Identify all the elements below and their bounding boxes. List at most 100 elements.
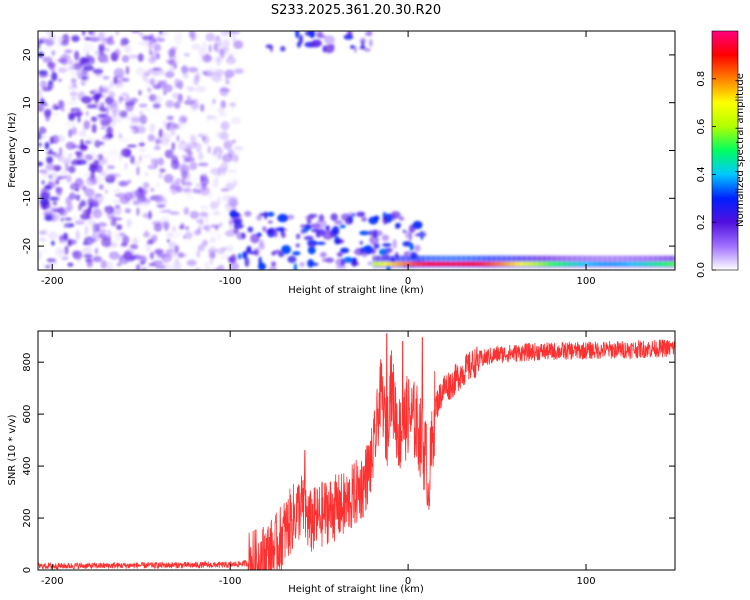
heatmap-cell xyxy=(79,144,88,152)
heatmap-cell xyxy=(230,116,242,125)
heatmap-cell xyxy=(299,261,305,267)
y-tick-label: 0 xyxy=(22,567,33,573)
heatmap-cell xyxy=(473,255,480,268)
heatmap-cell xyxy=(448,255,455,268)
heatmap-cell xyxy=(130,116,141,123)
heatmap-cell xyxy=(76,69,81,80)
heatmap-cell xyxy=(295,243,300,248)
heatmap-cell xyxy=(157,157,164,166)
heatmap-cell xyxy=(79,199,87,207)
heatmap-cell xyxy=(233,223,244,229)
heatmap-cell xyxy=(38,37,49,43)
heatmap-cell xyxy=(323,44,335,54)
heatmap-cell xyxy=(234,50,240,56)
heatmap-cell xyxy=(209,245,217,253)
heatmap-cell xyxy=(259,239,264,246)
heatmap-cell xyxy=(543,255,550,268)
heatmap-cell xyxy=(85,71,90,82)
heatmap-cell xyxy=(196,250,201,258)
heatmap-cell xyxy=(64,217,73,221)
heatmap-cell xyxy=(44,141,50,150)
heatmap-cell xyxy=(108,35,114,41)
heatmap-cell xyxy=(215,131,222,138)
heatmap-cell xyxy=(609,262,616,266)
heatmap-cell xyxy=(96,164,103,174)
snr-panel: -200 -100 0 100 0 200 400 600 800 Height of str… xyxy=(7,330,676,595)
snr-background xyxy=(38,331,675,570)
heatmap-cell xyxy=(104,117,114,122)
heatmap-cell xyxy=(92,208,103,219)
heatmap-cell xyxy=(503,255,510,268)
heatmap-cell xyxy=(163,173,174,184)
heatmap-cell xyxy=(292,251,301,256)
heatmap-cell xyxy=(392,255,399,268)
spectrogram-x-axis: -200 -100 0 100 xyxy=(41,31,596,287)
heatmap-cell xyxy=(54,106,60,110)
heatmap-cell xyxy=(233,95,238,102)
heatmap-cell xyxy=(324,257,334,263)
spectrogram-x-label: Height of straight line (km) xyxy=(288,285,424,296)
spectrogram-heatmap xyxy=(38,31,675,270)
heatmap-cell xyxy=(136,207,140,216)
heatmap-cell xyxy=(488,255,495,268)
heatmap-cell xyxy=(212,179,219,188)
heatmap-cell xyxy=(386,247,394,254)
heatmap-cell xyxy=(659,262,666,266)
heatmap-cell xyxy=(395,222,402,228)
heatmap-cell xyxy=(45,111,51,122)
heatmap-cell xyxy=(191,32,195,42)
heatmap-cell xyxy=(208,194,213,199)
heatmap-cell xyxy=(82,209,92,214)
heatmap-cell xyxy=(94,139,101,148)
heatmap-cell xyxy=(185,226,190,231)
heatmap-cell xyxy=(71,35,80,42)
heatmap-cell xyxy=(193,229,201,236)
heatmap-cell xyxy=(188,66,199,73)
heatmap-cell xyxy=(163,132,172,143)
heatmap-cell xyxy=(138,32,144,37)
heatmap-cell xyxy=(277,213,289,223)
heatmap-cell xyxy=(201,248,206,253)
heatmap-cell xyxy=(559,262,566,266)
heatmap-cell xyxy=(508,255,515,268)
heatmap-cell xyxy=(82,31,86,36)
heatmap-cell xyxy=(178,163,188,173)
heatmap-cell xyxy=(125,94,131,101)
heatmap-cell xyxy=(51,240,55,246)
heatmap-cell xyxy=(68,84,73,90)
heatmap-cell xyxy=(649,255,656,268)
heatmap-cell xyxy=(113,206,122,216)
heatmap-cell xyxy=(193,75,199,86)
heatmap-cell xyxy=(231,34,237,44)
heatmap-cell xyxy=(414,244,421,252)
heatmap-cell xyxy=(316,218,327,229)
heatmap-cell xyxy=(93,159,100,164)
heatmap-cell xyxy=(228,61,233,66)
heatmap-cell xyxy=(554,262,561,266)
heatmap-cell xyxy=(259,212,269,217)
x-tick-label: -100 xyxy=(219,276,242,287)
heatmap-cell xyxy=(219,150,224,154)
heatmap-cell xyxy=(139,137,145,142)
heatmap-cell xyxy=(72,250,83,260)
heatmap-cell xyxy=(45,163,56,171)
heatmap-cell xyxy=(182,71,189,79)
heatmap-cell xyxy=(518,262,525,266)
heatmap-cell xyxy=(126,218,132,228)
heatmap-cell xyxy=(103,205,110,215)
heatmap-cell xyxy=(307,246,316,255)
heatmap-cell xyxy=(225,56,236,65)
heatmap-cell xyxy=(213,43,218,51)
heatmap-cell xyxy=(300,228,306,235)
heatmap-cell xyxy=(42,56,53,63)
x-tick-label: -200 xyxy=(41,276,64,287)
heatmap-cell xyxy=(72,215,77,220)
heatmap-cell xyxy=(105,261,114,270)
heatmap-cell xyxy=(533,255,540,268)
heatmap-cell xyxy=(42,190,51,199)
heatmap-cell xyxy=(155,182,161,188)
heatmap-cell xyxy=(151,234,158,243)
heatmap-cell xyxy=(212,90,220,101)
heatmap-cell xyxy=(68,165,76,174)
